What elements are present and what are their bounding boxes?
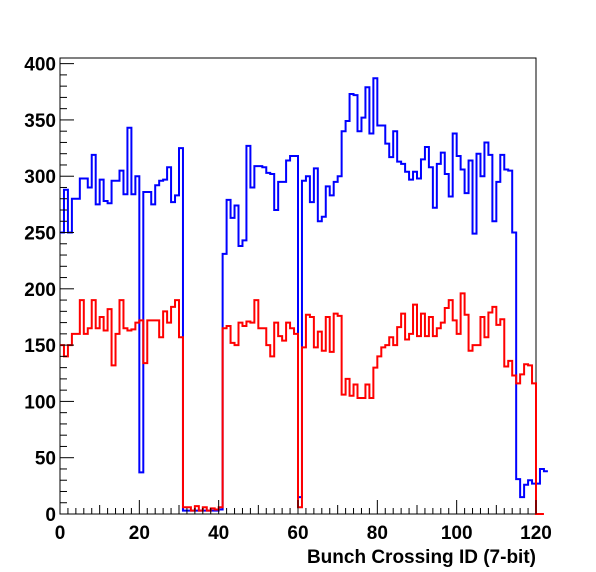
y-tick-label: 250	[24, 224, 56, 245]
y-tick-label: 350	[24, 111, 56, 132]
x-tick-label: 120	[520, 523, 552, 544]
series-layer	[60, 77, 548, 515]
y-tick-label: 50	[35, 449, 56, 470]
x-tick-label: 80	[367, 523, 388, 544]
series-2-histogram-line	[60, 292, 544, 515]
axis-layer: 0 20 40 60 80 100 120 0 50 100 150 200 250 300 350 400	[24, 55, 552, 544]
y-tick-label: 300	[24, 167, 56, 188]
x-tick-label: 40	[208, 523, 229, 544]
y-tick-label: 200	[24, 280, 56, 301]
y-tick-label: 0	[45, 505, 56, 526]
x-tick-label: 20	[129, 523, 150, 544]
x-tick-label: 0	[55, 523, 66, 544]
x-axis-title: Bunch Crossing ID (7-bit)	[307, 547, 536, 568]
y-tick-label: 100	[24, 392, 56, 413]
y-tick-label: 400	[24, 55, 56, 76]
x-tick-label: 60	[287, 523, 308, 544]
x-tick-label: 100	[441, 523, 473, 544]
series-1-histogram-line	[60, 77, 548, 512]
y-tick-label: 150	[24, 336, 56, 357]
